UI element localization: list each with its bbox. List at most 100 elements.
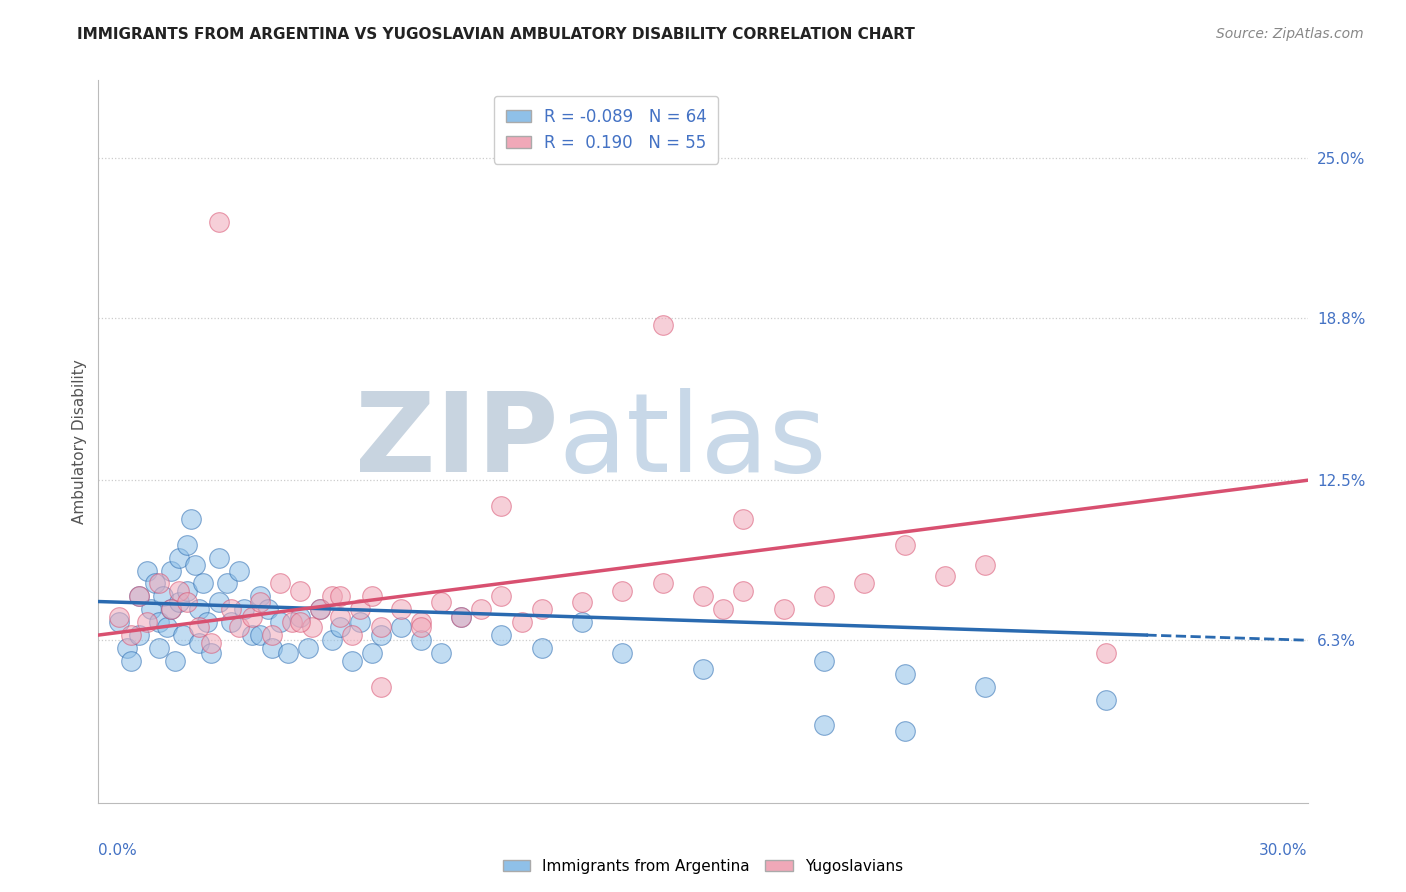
Point (733, 512, 755, 526)
Point (370, 680, 392, 694)
Point (409, 633, 432, 648)
Point (893, 723, 915, 738)
Point (120, 628, 142, 642)
Point (389, 620, 412, 634)
Point (692, 662, 714, 676)
Point (711, 602, 734, 616)
Point (530, 602, 553, 616)
Point (172, 628, 194, 642)
Point (148, 615, 170, 630)
Point (135, 564, 157, 578)
Point (651, 318, 673, 333)
Point (361, 590, 384, 604)
Point (370, 628, 392, 642)
Point (195, 615, 218, 630)
Point (249, 590, 271, 604)
Point (228, 620, 250, 634)
Point (160, 602, 183, 616)
Point (288, 584, 311, 599)
Point (409, 615, 432, 630)
Point (450, 610, 472, 624)
Point (491, 499, 513, 513)
Point (167, 584, 190, 599)
Point (974, 558, 997, 573)
Point (217, 576, 239, 591)
Point (321, 633, 343, 648)
Point (188, 620, 211, 634)
Point (409, 620, 432, 634)
Point (893, 538, 915, 552)
Point (128, 590, 150, 604)
Point (571, 594, 593, 608)
Point (240, 628, 263, 642)
Point (491, 590, 513, 604)
Point (188, 602, 211, 616)
Point (256, 602, 278, 616)
Point (974, 680, 997, 694)
Point (115, 640, 138, 655)
Point (321, 590, 343, 604)
Point (301, 620, 323, 634)
Point (450, 610, 472, 624)
Point (128, 628, 150, 642)
Point (692, 590, 714, 604)
Text: ZIP: ZIP (354, 388, 558, 495)
Point (329, 590, 352, 604)
Point (1095, 692, 1118, 706)
Point (148, 576, 170, 591)
Point (349, 615, 371, 630)
Point (430, 594, 453, 608)
Point (571, 615, 593, 630)
Point (288, 610, 311, 624)
Point (208, 594, 231, 608)
Point (249, 628, 271, 642)
Point (193, 576, 215, 591)
Point (430, 646, 453, 660)
Point (167, 550, 190, 565)
Point (120, 654, 142, 668)
Point (200, 646, 222, 660)
Point (530, 640, 553, 655)
Point (160, 564, 183, 578)
Point (160, 602, 183, 616)
Text: atlas: atlas (558, 388, 827, 495)
Point (200, 636, 222, 650)
Point (893, 666, 915, 681)
Point (188, 636, 211, 650)
Text: 30.0%: 30.0% (1260, 843, 1308, 857)
Point (148, 640, 170, 655)
Point (309, 602, 332, 616)
Point (342, 654, 364, 668)
Point (107, 610, 129, 624)
Point (128, 590, 150, 604)
Point (139, 602, 162, 616)
Point (232, 602, 254, 616)
Point (853, 576, 876, 591)
Point (208, 215, 231, 229)
Point (152, 590, 174, 604)
Point (240, 610, 263, 624)
Y-axis label: Ambulatory Disability: Ambulatory Disability (72, 359, 87, 524)
Point (612, 646, 634, 660)
Text: 0.0%: 0.0% (98, 843, 138, 857)
Point (163, 654, 186, 668)
Point (934, 568, 956, 582)
Point (813, 654, 835, 668)
Point (329, 610, 352, 624)
Point (349, 602, 371, 616)
Point (221, 615, 243, 630)
Point (329, 620, 352, 634)
Point (221, 602, 243, 616)
Point (180, 512, 202, 526)
Point (249, 594, 271, 608)
Point (228, 564, 250, 578)
Point (1095, 646, 1118, 660)
Point (733, 584, 755, 599)
Point (107, 615, 129, 630)
Point (269, 615, 291, 630)
Point (277, 646, 299, 660)
Legend: R = -0.089   N = 64, R =  0.190   N = 55: R = -0.089 N = 64, R = 0.190 N = 55 (494, 95, 718, 163)
Point (260, 640, 283, 655)
Point (208, 550, 231, 565)
Point (288, 615, 311, 630)
